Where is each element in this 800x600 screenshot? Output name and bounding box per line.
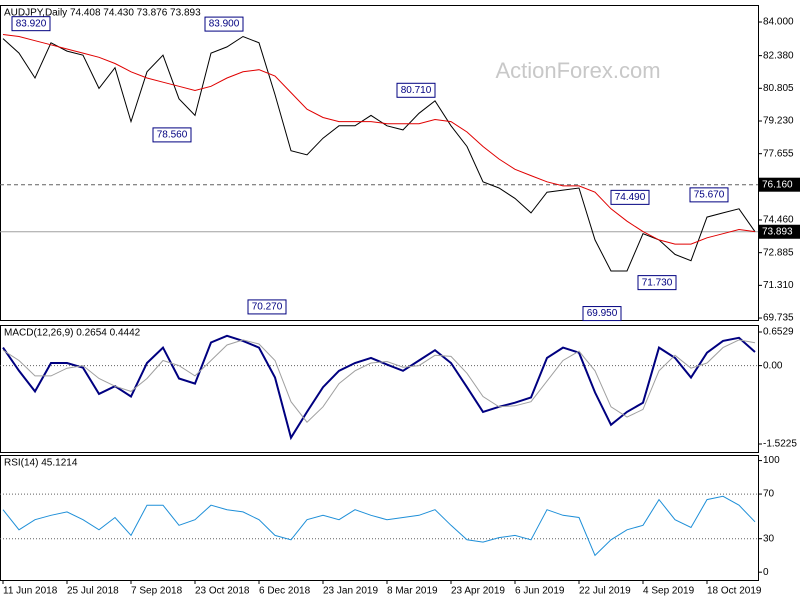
level-tag: [759, 177, 800, 192]
x-tick-label: 23 Jan 2019: [323, 586, 378, 597]
y-tick-label: 77.655: [763, 148, 794, 159]
x-tick-label: 7 Sep 2018: [131, 586, 183, 597]
annotation-label: 71.730: [642, 277, 673, 288]
x-tick-label: 25 Jul 2018: [67, 586, 119, 597]
level-label: 76.160: [762, 179, 793, 190]
series-line: [2, 34, 756, 245]
annotation-box: [689, 187, 729, 203]
annotation-box: [582, 306, 622, 322]
annotation-label: 83.900: [209, 19, 240, 30]
y-tick-label: 100: [763, 455, 780, 466]
y-tick-label: 70: [763, 489, 775, 500]
panel-frame: [0, 325, 759, 453]
panel-title: RSI(14) 45.1214: [4, 458, 78, 469]
annotation-box: [11, 16, 51, 32]
annotation-label: 70.270: [252, 302, 283, 313]
level-label: 73.893: [762, 226, 793, 237]
y-tick-label: 79.230: [763, 116, 794, 127]
annotation-box: [247, 299, 287, 315]
annotation-box: [152, 127, 192, 143]
annotation-label: 74.490: [615, 192, 646, 203]
y-tick-label: 84.000: [763, 17, 794, 28]
y-tick-label: 0: [763, 567, 769, 578]
y-tick-label: -1.5225: [763, 439, 797, 450]
series-line: [2, 334, 756, 441]
y-tick-label: 74.460: [763, 215, 794, 226]
x-tick-label: 6 Jun 2019: [515, 586, 565, 597]
x-tick-label: 18 Oct 2019: [707, 586, 762, 597]
annotation-label: 78.560: [157, 130, 188, 141]
watermark: ActionForex.com: [495, 58, 660, 83]
y-tick-label: 71.310: [763, 280, 794, 291]
y-tick-label: 30: [763, 533, 775, 544]
x-tick-label: 8 Mar 2019: [387, 586, 438, 597]
y-tick-label: 69.735: [763, 313, 794, 324]
panel-title: MACD(12,26,9) 0.2654 0.4442: [4, 328, 141, 339]
annotation-box: [204, 16, 244, 32]
panel-frame: [0, 5, 759, 321]
panel-title: AUDJPY,Daily 74.408 74.430 73.876 73.893: [4, 8, 201, 19]
y-tick-label: 72.885: [763, 247, 794, 258]
annotation-label: 83.920: [16, 18, 47, 29]
y-tick-label: 80.805: [763, 83, 794, 94]
y-tick-label: 0.00: [763, 360, 783, 371]
annotation-box: [610, 189, 650, 205]
annotation-label: 69.950: [587, 308, 618, 319]
x-tick-label: 22 Jul 2019: [579, 586, 631, 597]
series-line: [2, 339, 756, 423]
series-line: [2, 495, 756, 557]
panel-frame: [0, 455, 759, 581]
annotation-box: [396, 82, 436, 98]
annotation-label: 75.670: [694, 190, 725, 201]
x-tick-label: 23 Apr 2019: [451, 586, 505, 597]
series-line: [2, 35, 756, 272]
y-tick-label: 82.380: [763, 50, 794, 61]
level-tag: [759, 224, 800, 239]
x-tick-label: 6 Dec 2018: [259, 586, 311, 597]
annotation-label: 80.710: [401, 85, 432, 96]
y-tick-label: 0.6529: [763, 327, 794, 338]
annotation-box: [637, 275, 677, 291]
x-tick-label: 23 Oct 2018: [195, 586, 250, 597]
x-tick-label: 4 Sep 2019: [643, 586, 695, 597]
x-tick-label: 11 Jun 2018: [3, 586, 58, 597]
